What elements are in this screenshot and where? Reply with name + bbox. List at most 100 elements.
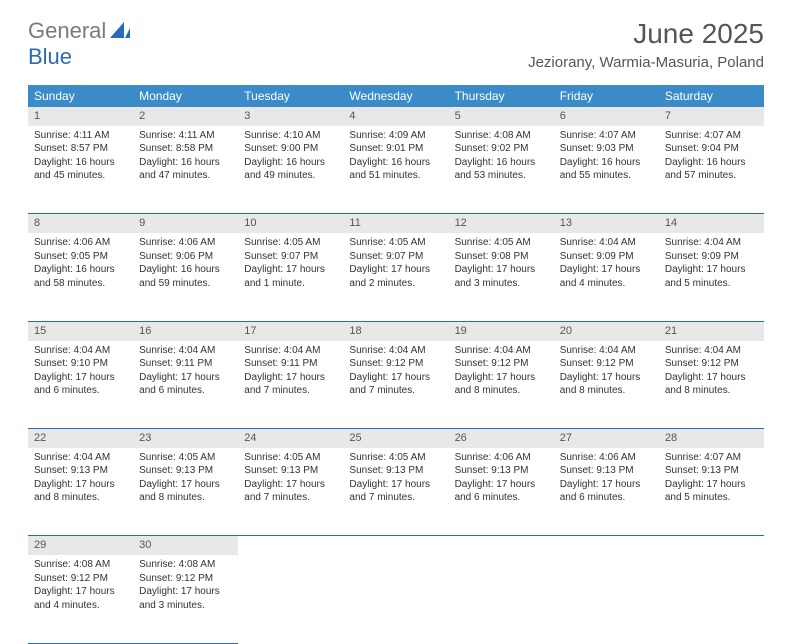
weekday-header: Friday <box>554 85 659 107</box>
weekday-header: Saturday <box>659 85 764 107</box>
sunrise-line: Sunrise: 4:06 AM <box>139 236 232 250</box>
sunset-line: Sunset: 9:12 PM <box>455 357 548 371</box>
day-cell: Sunrise: 4:04 AMSunset: 9:09 PMDaylight:… <box>554 233 659 321</box>
day-number: 6 <box>554 107 659 126</box>
sunset-line: Sunset: 9:10 PM <box>34 357 127 371</box>
daylight-line: Daylight: 17 hours and 7 minutes. <box>244 371 337 398</box>
daylight-line: Daylight: 16 hours and 59 minutes. <box>139 263 232 290</box>
day-number: 5 <box>449 107 554 126</box>
day-number <box>659 536 764 555</box>
day-cell: Sunrise: 4:11 AMSunset: 8:57 PMDaylight:… <box>28 126 133 214</box>
sunrise-line: Sunrise: 4:04 AM <box>560 344 653 358</box>
daylight-line: Daylight: 17 hours and 6 minutes. <box>455 478 548 505</box>
sunset-line: Sunset: 9:12 PM <box>560 357 653 371</box>
day-cell: Sunrise: 4:06 AMSunset: 9:06 PMDaylight:… <box>133 233 238 321</box>
sunset-line: Sunset: 9:00 PM <box>244 142 337 156</box>
sunrise-line: Sunrise: 4:05 AM <box>244 451 337 465</box>
weekday-header: Tuesday <box>238 85 343 107</box>
daylight-line: Daylight: 17 hours and 7 minutes. <box>349 371 442 398</box>
sunrise-line: Sunrise: 4:11 AM <box>139 129 232 143</box>
day-cell <box>449 555 554 643</box>
day-cell: Sunrise: 4:04 AMSunset: 9:12 PMDaylight:… <box>343 341 448 429</box>
day-number: 3 <box>238 107 343 126</box>
sunrise-line: Sunrise: 4:06 AM <box>34 236 127 250</box>
day-number: 10 <box>238 214 343 233</box>
daylight-line: Daylight: 17 hours and 5 minutes. <box>665 478 758 505</box>
logo-part2: Blue <box>28 44 72 69</box>
title-block: June 2025 Jeziorany, Warmia-Masuria, Pol… <box>528 18 764 71</box>
sunrise-line: Sunrise: 4:04 AM <box>139 344 232 358</box>
daylight-line: Daylight: 17 hours and 7 minutes. <box>349 478 442 505</box>
sunset-line: Sunset: 9:09 PM <box>665 250 758 264</box>
day-cell: Sunrise: 4:08 AMSunset: 9:02 PMDaylight:… <box>449 126 554 214</box>
day-number: 26 <box>449 429 554 448</box>
header: General Blue June 2025 Jeziorany, Warmia… <box>0 0 792 79</box>
day-number <box>449 536 554 555</box>
day-cell: Sunrise: 4:07 AMSunset: 9:04 PMDaylight:… <box>659 126 764 214</box>
month-title: June 2025 <box>528 18 764 50</box>
day-cell: Sunrise: 4:04 AMSunset: 9:12 PMDaylight:… <box>449 341 554 429</box>
day-cell: Sunrise: 4:11 AMSunset: 8:58 PMDaylight:… <box>133 126 238 214</box>
sunset-line: Sunset: 9:01 PM <box>349 142 442 156</box>
daylight-line: Daylight: 17 hours and 3 minutes. <box>455 263 548 290</box>
day-cell <box>238 555 343 643</box>
day-number: 16 <box>133 321 238 340</box>
daylight-line: Daylight: 17 hours and 8 minutes. <box>34 478 127 505</box>
daylight-line: Daylight: 17 hours and 2 minutes. <box>349 263 442 290</box>
day-number: 12 <box>449 214 554 233</box>
sunrise-line: Sunrise: 4:08 AM <box>455 129 548 143</box>
day-number: 30 <box>133 536 238 555</box>
sunrise-line: Sunrise: 4:09 AM <box>349 129 442 143</box>
day-cell <box>659 555 764 643</box>
day-cell: Sunrise: 4:06 AMSunset: 9:13 PMDaylight:… <box>554 448 659 536</box>
day-number: 18 <box>343 321 448 340</box>
sunset-line: Sunset: 9:13 PM <box>560 464 653 478</box>
day-number: 9 <box>133 214 238 233</box>
daylight-line: Daylight: 16 hours and 49 minutes. <box>244 156 337 183</box>
logo-text: General Blue <box>28 18 130 70</box>
daylight-line: Daylight: 17 hours and 6 minutes. <box>139 371 232 398</box>
day-cell <box>343 555 448 643</box>
sunrise-line: Sunrise: 4:05 AM <box>139 451 232 465</box>
sunrise-line: Sunrise: 4:06 AM <box>560 451 653 465</box>
day-cell <box>554 555 659 643</box>
weekday-header: Thursday <box>449 85 554 107</box>
day-number: 22 <box>28 429 133 448</box>
daylight-line: Daylight: 17 hours and 8 minutes. <box>560 371 653 398</box>
day-number: 2 <box>133 107 238 126</box>
daylight-line: Daylight: 17 hours and 1 minute. <box>244 263 337 290</box>
sunset-line: Sunset: 9:04 PM <box>665 142 758 156</box>
day-cell: Sunrise: 4:10 AMSunset: 9:00 PMDaylight:… <box>238 126 343 214</box>
weekday-header: Wednesday <box>343 85 448 107</box>
day-cell: Sunrise: 4:05 AMSunset: 9:13 PMDaylight:… <box>343 448 448 536</box>
sunrise-line: Sunrise: 4:08 AM <box>139 558 232 572</box>
day-number: 7 <box>659 107 764 126</box>
sunrise-line: Sunrise: 4:04 AM <box>560 236 653 250</box>
sunset-line: Sunset: 9:13 PM <box>665 464 758 478</box>
sunrise-line: Sunrise: 4:05 AM <box>349 236 442 250</box>
daylight-line: Daylight: 17 hours and 4 minutes. <box>34 585 127 612</box>
sunrise-line: Sunrise: 4:04 AM <box>34 344 127 358</box>
daylight-line: Daylight: 17 hours and 3 minutes. <box>139 585 232 612</box>
sunrise-line: Sunrise: 4:04 AM <box>349 344 442 358</box>
daylight-line: Daylight: 16 hours and 45 minutes. <box>34 156 127 183</box>
sunrise-line: Sunrise: 4:04 AM <box>665 344 758 358</box>
sunset-line: Sunset: 8:57 PM <box>34 142 127 156</box>
sunset-line: Sunset: 9:06 PM <box>139 250 232 264</box>
sunset-line: Sunset: 9:13 PM <box>139 464 232 478</box>
sunrise-line: Sunrise: 4:04 AM <box>34 451 127 465</box>
day-cell: Sunrise: 4:09 AMSunset: 9:01 PMDaylight:… <box>343 126 448 214</box>
sunset-line: Sunset: 9:12 PM <box>665 357 758 371</box>
sunset-line: Sunset: 9:12 PM <box>139 572 232 586</box>
day-number: 14 <box>659 214 764 233</box>
sunset-line: Sunset: 9:13 PM <box>34 464 127 478</box>
day-number: 20 <box>554 321 659 340</box>
day-number: 21 <box>659 321 764 340</box>
sunset-line: Sunset: 9:11 PM <box>139 357 232 371</box>
day-cell: Sunrise: 4:06 AMSunset: 9:05 PMDaylight:… <box>28 233 133 321</box>
location: Jeziorany, Warmia-Masuria, Poland <box>528 54 764 71</box>
sunset-line: Sunset: 9:07 PM <box>349 250 442 264</box>
sunset-line: Sunset: 9:02 PM <box>455 142 548 156</box>
day-cell: Sunrise: 4:04 AMSunset: 9:13 PMDaylight:… <box>28 448 133 536</box>
sunset-line: Sunset: 9:09 PM <box>560 250 653 264</box>
